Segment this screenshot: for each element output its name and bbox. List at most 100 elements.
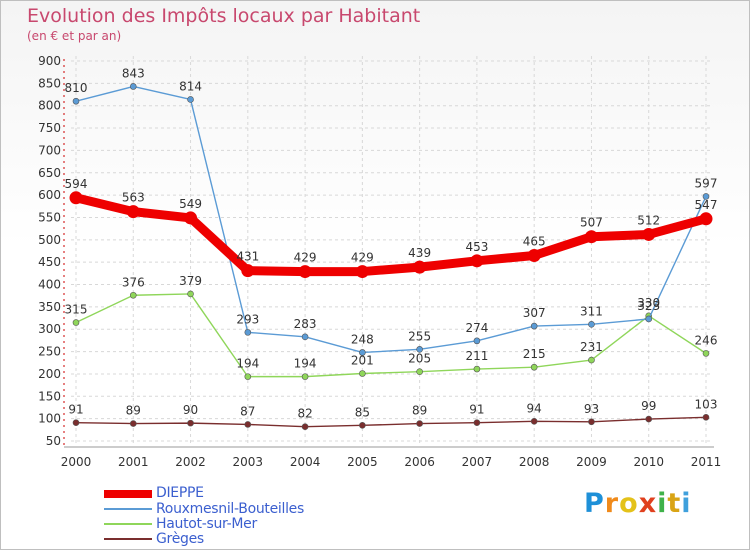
data-label: 85 [355,405,370,419]
data-point [645,315,653,323]
data-point [588,321,595,328]
data-label: 453 [465,240,488,254]
data-point [470,254,484,268]
data-label: 547 [695,198,718,212]
data-point [413,260,427,274]
data-label: 379 [179,274,202,288]
data-point [355,265,369,279]
data-label: 94 [527,401,542,415]
data-point [416,420,423,427]
data-label: 89 [412,404,427,418]
data-label: 215 [523,347,546,361]
legend-swatch-rouxmesnil [104,508,152,510]
logo-letter: i [657,488,668,519]
logo-letter: P [584,488,605,519]
x-tick-label: 2005 [347,455,378,469]
y-tick-label: 200 [38,367,61,381]
y-tick-label: 300 [38,322,61,336]
data-label: 311 [580,304,603,318]
data-label: 90 [183,403,198,417]
data-label: 274 [465,321,488,335]
y-tick-label: 100 [38,412,61,426]
x-tick-label: 2004 [290,455,321,469]
legend-swatch-hautot [104,523,152,525]
data-label: 597 [695,176,718,190]
series-line [75,293,707,378]
x-tick-label: 2007 [462,455,493,469]
y-tick-label: 800 [38,99,61,113]
data-label: 103 [695,397,718,411]
data-label: 507 [580,216,603,230]
data-label: 843 [122,66,145,80]
data-point [473,419,481,426]
data-point [584,230,598,244]
data-point [244,421,252,428]
data-label: 246 [695,333,718,347]
data-label: 307 [523,306,546,320]
data-label: 231 [580,340,603,354]
legend-swatch-dieppe [104,490,152,498]
x-tick-label: 2002 [175,455,206,469]
x-tick-label: 2003 [233,455,264,469]
legend-label-hautot: Hautot-sur-Mer [156,516,257,532]
data-point [187,290,194,298]
data-label: 376 [122,275,145,289]
legend-label-rouxmesnil: Rouxmesnil-Bouteilles [156,501,304,517]
y-tick-label: 600 [38,188,61,202]
data-point [72,319,80,326]
data-point [72,419,80,426]
y-tick-label: 700 [38,143,61,157]
series-line [71,193,711,277]
data-point [72,97,80,105]
data-label: 512 [637,213,660,227]
data-point [301,423,309,430]
data-label: 293 [236,312,259,326]
series-line [75,416,707,428]
data-label: 810 [65,81,88,95]
data-label: 429 [351,251,374,265]
data-label: 315 [65,303,88,317]
data-point [187,419,194,427]
data-point [527,248,541,262]
data-label: 91 [469,403,484,417]
data-label: 194 [236,357,259,371]
x-tick-label: 2010 [633,455,664,469]
data-point [702,414,710,421]
x-tick-label: 2000 [61,455,92,469]
data-label: 87 [240,404,255,418]
y-tick-label: 150 [38,389,61,403]
data-label: 82 [297,407,312,421]
data-label: 323 [637,299,660,313]
logo-letter: o [619,488,639,519]
y-tick-label: 350 [38,300,61,314]
y-tick-label: 250 [38,345,61,359]
data-point [244,329,252,336]
data-point [129,420,137,427]
y-tick-label: 650 [38,166,61,180]
data-point [642,227,656,241]
data-point [359,370,366,377]
data-point [530,363,538,371]
series-line [75,85,707,354]
data-label: 594 [65,177,88,191]
data-label: 465 [523,234,546,248]
y-tick-label: 500 [38,233,61,247]
data-point [69,191,83,205]
x-tick-label: 2011 [691,455,722,469]
logo-letter: x [638,488,658,519]
x-tick-label: 2009 [576,455,607,469]
data-point [588,356,595,364]
logo-letter: i [681,488,692,519]
logo-letter: r [604,488,620,519]
data-point [702,193,710,200]
data-point [530,418,538,425]
data-point [129,83,137,90]
data-point [416,346,423,353]
data-point [588,418,595,426]
proxiti-logo: Proxiti [584,488,692,519]
data-point [126,205,140,219]
x-tick-label: 2001 [118,455,149,469]
y-tick-label: 850 [38,76,61,90]
